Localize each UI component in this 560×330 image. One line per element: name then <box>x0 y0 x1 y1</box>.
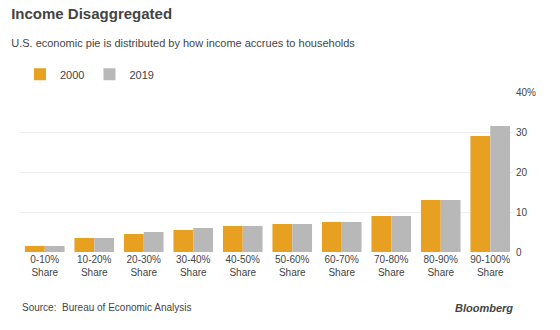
svg-text:70-80%Share: 70-80%Share <box>374 254 409 278</box>
svg-text:90-100%Share: 90-100%Share <box>470 254 510 278</box>
svg-text:10-20%Share: 10-20%Share <box>77 254 112 278</box>
svg-text:2019: 2019 <box>129 69 153 81</box>
svg-text:Income Disaggregated: Income Disaggregated <box>11 5 172 22</box>
svg-text:20-30%Share: 20-30%Share <box>127 254 162 278</box>
svg-text:40-50%Share: 40-50%Share <box>226 254 261 278</box>
svg-text:10: 10 <box>516 207 528 218</box>
svg-text:50-60%Share: 50-60%Share <box>275 254 310 278</box>
svg-text:2000: 2000 <box>60 69 84 81</box>
svg-text:60-70%Share: 60-70%Share <box>325 254 360 278</box>
svg-text:0: 0 <box>516 247 522 258</box>
svg-text:80-90%Share: 80-90%Share <box>424 254 459 278</box>
svg-text:30-40%Share: 30-40%Share <box>176 254 211 278</box>
svg-text:40%: 40% <box>516 87 536 98</box>
svg-text:Source: Bureau of Economic An: Source: Bureau of Economic Analysis <box>22 302 192 313</box>
svg-text:0-10%Share: 0-10%Share <box>30 254 59 278</box>
svg-text:U.S. economic pie is distribut: U.S. economic pie is distributed by how … <box>11 37 355 49</box>
svg-text:30: 30 <box>516 127 528 138</box>
svg-text:Bloomberg: Bloomberg <box>455 302 513 314</box>
svg-text:20: 20 <box>516 167 528 178</box>
